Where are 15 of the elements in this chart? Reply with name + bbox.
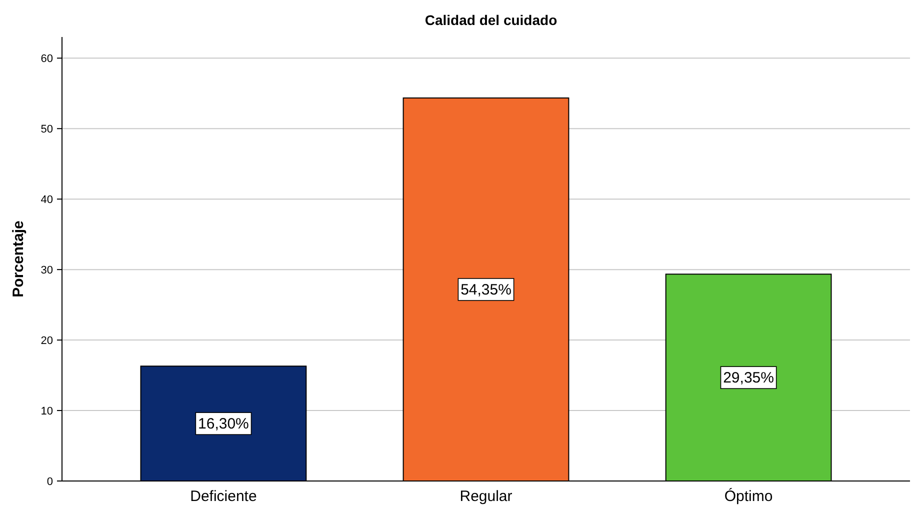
chart-title: Calidad del cuidado [424,12,558,28]
y-tick-label: 30 [40,264,53,277]
x-tick-label: Regular [460,488,512,505]
data-label: 29,35% [723,370,774,387]
y-tick-label: 10 [40,406,53,418]
y-tick-label: 20 [40,335,53,348]
x-tick-label: Óptimo [724,487,773,505]
y-tick-label: 0 [46,476,53,488]
data-label: 54,35% [460,281,512,298]
data-label: 16,30% [198,416,249,433]
x-tick-label: Deficiente [190,488,257,505]
y-tick-label: 40 [40,194,53,206]
y-tick-label: 50 [40,124,53,136]
y-tick-label: 60 [40,53,53,66]
y-axis-title: Porcentaje [10,220,27,298]
